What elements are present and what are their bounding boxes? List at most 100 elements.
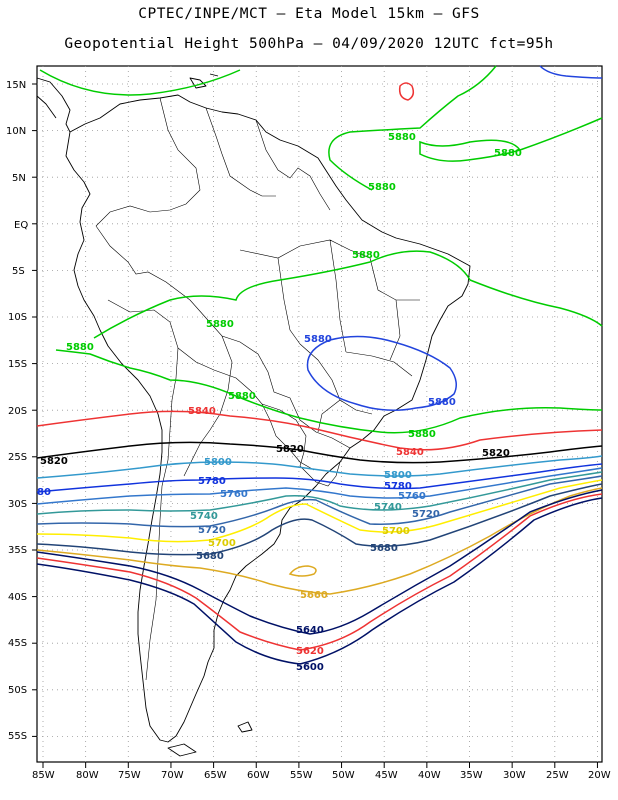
contour-label-5880: 5880	[228, 391, 256, 402]
border	[205, 107, 276, 197]
border	[299, 461, 341, 487]
brazil-states	[239, 239, 420, 433]
lon-label: 75W	[118, 770, 141, 781]
contour-label-5740: 5740	[190, 511, 218, 522]
contour-5700	[36, 479, 603, 543]
lon-label: 20W	[588, 770, 611, 781]
lat-label: 35S	[8, 545, 27, 556]
lat-label: 50S	[8, 685, 27, 696]
country-borders	[95, 97, 420, 681]
contour-label-5700: 5700	[208, 538, 236, 549]
contour-label-5880: 5880	[368, 182, 396, 193]
contour-5880-north-east	[328, 65, 603, 191]
contour-label-5600: 5600	[296, 662, 324, 673]
title-line-1: CPTEC/INPE/MCT – Eta Model 15km – GFS	[138, 6, 480, 22]
contour-label-5780: 80	[37, 487, 51, 498]
contour-label-5780: 5780	[384, 481, 412, 492]
contour-label-5900: 5880	[428, 397, 456, 408]
contour-label-5640: 5640	[296, 625, 324, 636]
border	[95, 97, 201, 227]
lon-label: 70W	[161, 770, 184, 781]
contour-label-5660: 5660	[300, 590, 328, 601]
contour-5880-south	[55, 349, 603, 434]
contour-label-5820: 5820	[40, 456, 68, 467]
contour-label-5880: 5880	[206, 319, 234, 330]
lat-label: 30S	[8, 499, 27, 510]
lon-label: 40W	[418, 770, 441, 781]
tierra-del-fuego	[167, 743, 197, 757]
contour-labels: 5880 5880 5880 5880 5880 5880 5880 5880 …	[37, 132, 522, 673]
contour-5900-small	[398, 82, 415, 101]
lon-label: 55W	[290, 770, 313, 781]
contour-5620	[36, 493, 603, 651]
contour-label-5680: 5680	[196, 551, 224, 562]
contour-5600	[36, 497, 603, 665]
border	[95, 225, 351, 449]
contour-5900-ne	[539, 65, 603, 79]
contour-5900-center	[306, 335, 457, 411]
central-america	[36, 77, 71, 133]
contour-5640	[36, 489, 603, 635]
contour-label-5900: 5880	[304, 334, 332, 345]
lat-label: 25S	[8, 452, 27, 463]
contour-label-5880: 5880	[408, 429, 436, 440]
contour-label-5880: 5880	[352, 250, 380, 261]
contour-label-5760: 5760	[398, 491, 426, 502]
lat-label: EQ	[14, 220, 28, 231]
contour-5880-main	[93, 250, 603, 339]
contour-label-5800: 5800	[204, 457, 232, 468]
lat-label: 15S	[8, 359, 27, 370]
contour-5720	[36, 475, 603, 528]
contour-5820	[36, 441, 603, 464]
contour-label-5760: 5760	[220, 489, 248, 500]
lon-label: 80W	[76, 770, 99, 781]
contour-label-5720: 5720	[412, 509, 440, 520]
lat-label: 55S	[8, 731, 27, 742]
lat-label: 10N	[6, 126, 26, 137]
contour-label-5880: 5880	[388, 132, 416, 143]
lat-axis: 15N 10N 5N EQ 5S 10S 15S 20S 25S 30S 35S…	[6, 80, 28, 742]
contour-5660-loop	[288, 565, 317, 577]
caribbean-isle	[189, 73, 219, 89]
contour-label-5880: 5880	[494, 148, 522, 159]
contour-5880-north	[39, 69, 241, 96]
border	[261, 403, 307, 467]
contour-5760	[36, 467, 603, 505]
falklands	[237, 721, 253, 733]
lat-label: 40S	[8, 592, 27, 603]
contour-label-5820: 5820	[276, 444, 304, 455]
contour-5800	[36, 455, 603, 479]
contour-5780	[36, 463, 603, 493]
border	[107, 299, 179, 681]
coastlines	[36, 73, 471, 757]
lon-label: 45W	[375, 770, 398, 781]
contour-label-5820: 5820	[482, 448, 510, 459]
border	[183, 335, 233, 477]
title-line-2: Geopotential Height 500hPa – 04/09/2020 …	[64, 36, 554, 52]
south-america-coast	[65, 94, 471, 743]
contours	[36, 65, 603, 665]
contour-label-5880: 5880	[66, 342, 94, 353]
contour-label-5720: 5720	[198, 525, 226, 536]
lat-label: 15N	[6, 80, 26, 91]
border	[255, 119, 331, 211]
contour-5860	[36, 410, 603, 451]
contour-label-5680: 5680	[370, 543, 398, 554]
lat-label: 5S	[12, 266, 25, 277]
lon-label: 60W	[247, 770, 270, 781]
lat-label: 45S	[8, 638, 27, 649]
contour-label-5800: 5800	[384, 470, 412, 481]
lon-label: 25W	[546, 770, 569, 781]
contour-label-5740: 5740	[374, 502, 402, 513]
lat-label: 20S	[8, 406, 27, 417]
lon-label: 30W	[503, 770, 526, 781]
contour-5680	[36, 483, 603, 556]
contour-5660	[36, 487, 603, 595]
contour-label-5780: 5780	[198, 476, 226, 487]
lat-label: 5N	[12, 173, 26, 184]
lon-label: 65W	[204, 770, 227, 781]
contour-label-5860: 5840	[188, 406, 216, 417]
contour-label-5700: 5700	[382, 526, 410, 537]
contour-label-5620: 5620	[296, 646, 324, 657]
